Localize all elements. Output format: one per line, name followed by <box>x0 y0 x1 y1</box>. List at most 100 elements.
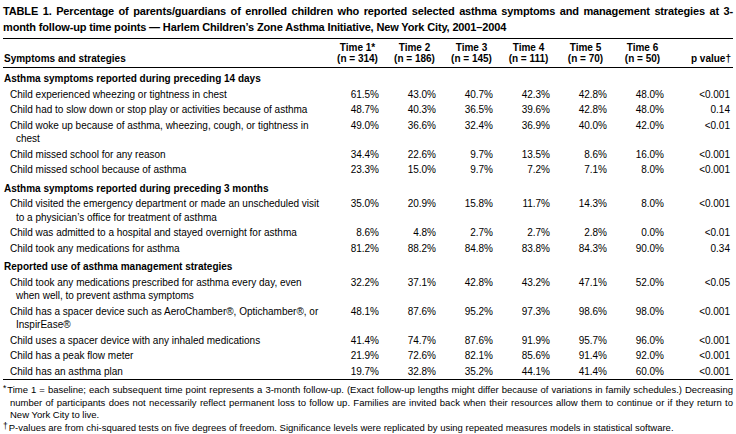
column-header-symptoms: Symptoms and strategies <box>3 39 329 68</box>
value-cell: 91.4% <box>557 348 614 364</box>
table-row: Child was admitted to a hospital and sta… <box>3 225 733 241</box>
value-cell: 42.3% <box>500 87 557 103</box>
row-label: Child experienced wheezing or tightness … <box>3 87 329 103</box>
value-cell: 15.8% <box>443 196 500 225</box>
section-header: Asthma symptoms reported during precedin… <box>3 178 733 197</box>
footnote-asterisk-marker: * <box>3 383 7 393</box>
column-header-time6: Time 6 (n = 50) <box>614 39 671 68</box>
value-cell: 9.7% <box>443 147 500 163</box>
value-cell: 61.5% <box>329 87 386 103</box>
table-row: Child missed school because of asthma23.… <box>3 162 733 178</box>
value-cell: 2.8% <box>557 225 614 241</box>
value-cell: 98.0% <box>614 304 671 333</box>
value-cell: 39.6% <box>500 102 557 118</box>
table-row: Child has a peak flow meter21.9%72.6%82.… <box>3 348 733 364</box>
row-label: Child missed school because of asthma <box>3 162 329 178</box>
value-cell: 8.0% <box>614 162 671 178</box>
value-cell: 40.3% <box>386 102 443 118</box>
value-cell: 40.7% <box>443 87 500 103</box>
value-cell: 11.7% <box>500 196 557 225</box>
footnote-text: Time 1 = baseline; each subsequent time … <box>7 384 733 420</box>
value-cell: 49.0% <box>329 118 386 147</box>
value-cell: 14.3% <box>557 196 614 225</box>
row-label: Child was admitted to a hospital and sta… <box>3 225 329 241</box>
value-cell: 95.2% <box>443 304 500 333</box>
document-page: TABLE 1. Percentage of parents/guardians… <box>0 0 736 434</box>
section-header: Reported use of asthma management strate… <box>3 256 733 275</box>
value-cell: 95.7% <box>557 333 614 349</box>
row-label: Child has an asthma plan <box>3 364 329 380</box>
p-value-cell: <0.001 <box>671 304 733 333</box>
table-row: Child took any medications prescribed fo… <box>3 275 733 304</box>
value-cell: 98.6% <box>557 304 614 333</box>
value-cell: 13.5% <box>500 147 557 163</box>
row-label: Child woke up because of asthma, wheezin… <box>3 118 329 147</box>
value-cell: 0.0% <box>614 225 671 241</box>
value-cell: 20.9% <box>386 196 443 225</box>
value-cell: 88.2% <box>386 241 443 257</box>
p-value-cell: <0.01 <box>671 225 733 241</box>
value-cell: 37.1% <box>386 275 443 304</box>
value-cell: 85.6% <box>500 348 557 364</box>
value-cell: 8.0% <box>614 196 671 225</box>
value-cell: 42.8% <box>557 102 614 118</box>
value-cell: 41.4% <box>557 364 614 380</box>
table-body: Asthma symptoms reported during precedin… <box>3 68 733 380</box>
row-label: Child uses a spacer device with any inha… <box>3 333 329 349</box>
value-cell: 43.2% <box>500 275 557 304</box>
table-row: Child has a spacer device such as AeroCh… <box>3 304 733 333</box>
table-row: Child woke up because of asthma, wheezin… <box>3 118 733 147</box>
row-label: Child has a spacer device such as AeroCh… <box>3 304 329 333</box>
value-cell: 8.6% <box>557 147 614 163</box>
header-row: Symptoms and strategies Time 1* (n = 314… <box>3 39 733 68</box>
table-row: Child took any medications for asthma81.… <box>3 241 733 257</box>
value-cell: 2.7% <box>443 225 500 241</box>
table-row: Child experienced wheezing or tightness … <box>3 87 733 103</box>
value-cell: 21.9% <box>329 348 386 364</box>
table-row: Child had to slow down or stop play or a… <box>3 102 733 118</box>
value-cell: 60.0% <box>614 364 671 380</box>
value-cell: 97.3% <box>500 304 557 333</box>
value-cell: 48.1% <box>329 304 386 333</box>
value-cell: 23.3% <box>329 162 386 178</box>
value-cell: 91.9% <box>500 333 557 349</box>
p-value-cell: <0.001 <box>671 333 733 349</box>
value-cell: 34.4% <box>329 147 386 163</box>
p-value-cell: 0.14 <box>671 102 733 118</box>
row-label: Child missed school for any reason <box>3 147 329 163</box>
row-label: Child took any medications for asthma <box>3 241 329 257</box>
value-cell: 96.0% <box>614 333 671 349</box>
value-cell: 87.6% <box>443 333 500 349</box>
value-cell: 82.1% <box>443 348 500 364</box>
value-cell: 83.8% <box>500 241 557 257</box>
table-row: Child missed school for any reason34.4%2… <box>3 147 733 163</box>
footnote-text: P-values are from chi-squared tests on f… <box>9 422 674 433</box>
value-cell: 32.4% <box>443 118 500 147</box>
value-cell: 48.0% <box>614 87 671 103</box>
row-label: Child visited the emergency department o… <box>3 196 329 225</box>
column-header-time2: Time 2 (n = 186) <box>386 39 443 68</box>
p-value-cell: <0.001 <box>671 147 733 163</box>
value-cell: 41.4% <box>329 333 386 349</box>
value-cell: 36.6% <box>386 118 443 147</box>
footnotes: *Time 1 = baseline; each subsequent time… <box>3 384 733 434</box>
value-cell: 87.6% <box>386 304 443 333</box>
value-cell: 32.2% <box>329 275 386 304</box>
row-label: Child has a peak flow meter <box>3 348 329 364</box>
value-cell: 19.7% <box>329 364 386 380</box>
section-header-row: Reported use of asthma management strate… <box>3 256 733 275</box>
value-cell: 8.6% <box>329 225 386 241</box>
value-cell: 52.0% <box>614 275 671 304</box>
footnote-pvalue: †P-values are from chi-squared tests on … <box>3 422 733 434</box>
value-cell: 42.0% <box>614 118 671 147</box>
value-cell: 81.2% <box>329 241 386 257</box>
value-cell: 35.2% <box>443 364 500 380</box>
value-cell: 48.7% <box>329 102 386 118</box>
value-cell: 32.8% <box>386 364 443 380</box>
table-row: Child uses a spacer device with any inha… <box>3 333 733 349</box>
value-cell: 22.6% <box>386 147 443 163</box>
row-label: Child had to slow down or stop play or a… <box>3 102 329 118</box>
value-cell: 90.0% <box>614 241 671 257</box>
asthma-symptoms-table: Symptoms and strategies Time 1* (n = 314… <box>3 38 733 380</box>
value-cell: 40.0% <box>557 118 614 147</box>
